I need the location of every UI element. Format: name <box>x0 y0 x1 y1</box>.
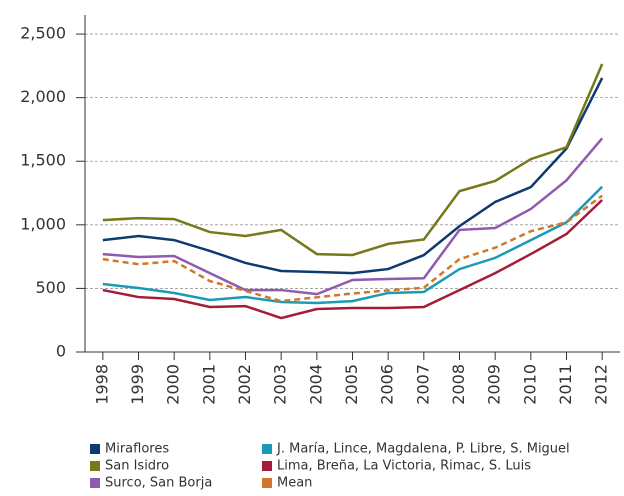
x-tick-label: 2007 <box>413 364 432 405</box>
legend-swatch <box>262 444 272 454</box>
y-tick-label: 1,500 <box>20 151 66 170</box>
legend-label: Lima, Breña, La Victoria, Rimac, S. Luis <box>277 459 531 474</box>
y-tick-label: 2,000 <box>20 87 66 106</box>
legend-label: Mean <box>277 476 312 491</box>
x-tick-label: 1999 <box>128 364 147 405</box>
y-tick-label: 2,500 <box>20 24 66 43</box>
legend-label: Surco, San Borja <box>105 476 212 491</box>
series-line <box>102 137 604 296</box>
x-tick-label: 2000 <box>164 364 183 405</box>
legend-label: J. María, Lince, Magdalena, P. Libre, S.… <box>276 442 570 457</box>
x-tick-label: 2008 <box>449 364 468 405</box>
x-tick-label: 2006 <box>378 364 397 405</box>
legend-swatch <box>262 461 272 471</box>
legend-swatch <box>90 461 100 471</box>
series-line <box>102 199 604 320</box>
series-line <box>102 185 604 305</box>
x-tick-label: 2010 <box>520 364 539 405</box>
y-tick-label: 500 <box>35 278 66 297</box>
legend-label: San Isidro <box>105 459 169 474</box>
legend-swatch <box>90 444 100 454</box>
x-tick-label: 2001 <box>199 364 218 405</box>
series-line <box>102 63 604 257</box>
series-line <box>102 194 603 303</box>
y-tick-label: 0 <box>56 342 66 361</box>
series-line <box>102 77 604 275</box>
y-tick-label: 1,000 <box>20 214 66 233</box>
x-tick-label: 2003 <box>271 364 290 405</box>
x-tick-label: 2004 <box>306 364 325 405</box>
legend-swatch <box>262 478 272 488</box>
x-tick-label: 2009 <box>485 364 504 405</box>
x-tick-label: 2011 <box>556 364 575 405</box>
x-tick-label: 1998 <box>92 364 111 405</box>
legend-label: Miraflores <box>105 442 169 457</box>
legend-swatch <box>90 478 100 488</box>
x-tick-label: 2012 <box>592 364 611 405</box>
x-tick-label: 2002 <box>235 364 254 405</box>
x-tick-label: 2005 <box>342 364 361 405</box>
